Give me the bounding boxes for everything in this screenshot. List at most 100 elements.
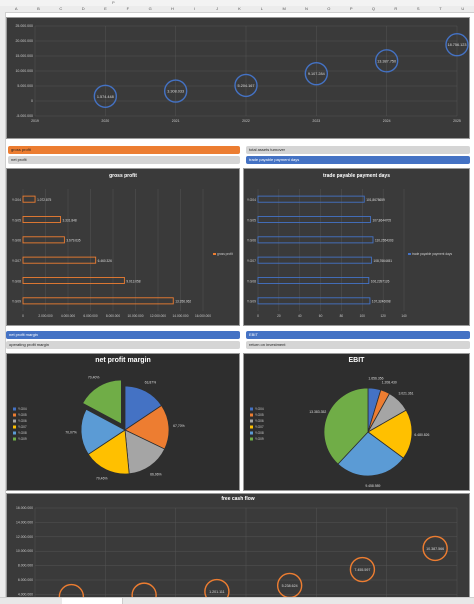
data-label: 6.480.826 (414, 433, 429, 437)
x-tick-label: 40 (298, 314, 302, 318)
bubble (349, 556, 376, 583)
data-label: 1.656.356 (368, 377, 383, 381)
column-header[interactable]: R (394, 6, 398, 11)
legend-label: Y.G08 (255, 431, 264, 435)
x-tick-label: 80 (340, 314, 344, 318)
net-profit-margin-button[interactable]: net profit margin (6, 331, 240, 339)
category-label: Y.G04 (247, 198, 256, 202)
x-tick-label: 12.000.000 (150, 314, 166, 318)
column-header[interactable]: J (216, 6, 219, 11)
column-header[interactable]: M (282, 6, 286, 11)
y-tick-label: -5.000.000 (16, 114, 33, 118)
x-tick-label: 0 (22, 314, 24, 318)
category-label: Y.G07 (12, 259, 21, 263)
bar (22, 195, 36, 203)
legend-swatch (13, 431, 16, 435)
gross-profit-svg: 0 2.000.000 4.000.000 6.000.000 8.000.000 10.… (12, 189, 233, 318)
name-box[interactable]: P (112, 0, 115, 5)
legend-label: Y.G06 (18, 419, 27, 423)
column-header[interactable]: E (104, 6, 107, 11)
x-tick-label: 6.000.000 (83, 314, 97, 318)
category-label: Y.G08 (12, 279, 21, 283)
chart-top-bubble[interactable]: 25.000.000 20.000.000 15.000.000 10.000.000… (6, 17, 470, 139)
data-label: 70,40% (88, 376, 100, 380)
y-tick-label: 25.000.000 (15, 24, 33, 28)
legend-swatch (250, 407, 253, 411)
data-label: 3.679.635 (66, 239, 80, 243)
column-header[interactable]: I (194, 6, 196, 11)
bubble (422, 535, 448, 562)
free-cash-flow-title: free cash flow (221, 496, 255, 502)
bubble (131, 582, 157, 598)
column-header[interactable]: P (349, 6, 353, 11)
legend-swatch (13, 425, 16, 429)
x-tick-label: 4.000.000 (61, 314, 75, 318)
chart-free-cash-flow[interactable]: free cash flow 16.000.000 14.000.000 12.00… (6, 493, 470, 599)
data-label: 1.201.111 (209, 590, 224, 594)
legend-label: Y.G06 (255, 419, 264, 423)
column-header[interactable]: A (14, 6, 18, 11)
data-label: 1.072.875 (37, 198, 51, 202)
sheet-tab[interactable] (62, 598, 123, 604)
column-header[interactable]: B (37, 6, 40, 11)
chart-trade-payable[interactable]: trade payable payment days 0 20 40 60 80 100 1… (243, 168, 470, 326)
y-tick-label: 0 (31, 99, 33, 103)
bubble (204, 578, 230, 598)
chart-net-profit-margin[interactable]: net profit margin 63,87% 67,70% 66,96% 70,4… (6, 353, 240, 491)
data-label: 9.458.989 (365, 484, 380, 488)
bar (257, 216, 371, 224)
column-header[interactable]: Q (371, 6, 376, 11)
row-headers (0, 12, 6, 597)
column-header[interactable]: T (439, 6, 442, 11)
y-tick-label: 16.000.000 (16, 506, 33, 510)
y-tick-label: 8.000.000 (18, 564, 33, 568)
column-header[interactable]: C (59, 6, 63, 11)
operating-profit-margin-button[interactable]: operating profit margin (6, 341, 240, 349)
pie-slice (80, 408, 126, 455)
pie-slice (124, 429, 166, 475)
gross-profit-title: gross profit (109, 173, 137, 179)
y-tick-label: 14.000.000 (16, 520, 33, 524)
bubble (374, 49, 399, 73)
column-header[interactable]: K (238, 6, 241, 11)
legend-swatch (13, 419, 16, 423)
legend-swatch (250, 437, 253, 441)
ebit-button[interactable]: EBIT (246, 331, 470, 339)
x-tick-label: 2021 (172, 119, 180, 123)
chart-gross-profit[interactable]: gross profit 0 2.000.000 4.000.000 6.000.00… (6, 168, 240, 326)
gross-profit-button[interactable]: gross profit (8, 146, 240, 154)
y-tick-label: 15.000.000 (15, 54, 33, 58)
y-tick-label: 4.000.000 (18, 592, 33, 596)
data-label: 9.107.284 (308, 72, 325, 76)
bubble-chart-svg: 25.000.000 20.000.000 15.000.000 10.000.000… (15, 24, 469, 123)
column-header[interactable]: U (461, 6, 465, 11)
data-label: 3.308.033 (167, 90, 184, 94)
sheet-tab-bar[interactable] (0, 597, 474, 604)
data-label: 13.387.750 (377, 59, 396, 63)
category-label: Y.G08 (247, 279, 256, 283)
return-on-investment-button[interactable]: return on investment (246, 341, 470, 349)
net-profit-button[interactable]: net profit (8, 156, 240, 164)
column-header[interactable]: L (260, 6, 263, 11)
column-header[interactable]: S (416, 6, 420, 11)
column-header[interactable]: O (327, 6, 331, 11)
trade-payable-button[interactable]: trade payable payment days (246, 156, 470, 164)
x-tick-label: 2.000.000 (38, 314, 52, 318)
x-tick-label: 16.000.000 (195, 314, 211, 318)
total-assets-turnover-button[interactable]: total assets turnover (246, 146, 470, 154)
x-tick-label: 8.000.000 (106, 314, 120, 318)
bubble (163, 79, 188, 103)
column-header[interactable]: F (126, 6, 130, 11)
chart-ebit[interactable]: EBIT 1.656.356 1.208.430 3.021.361 6.480.82… (243, 353, 470, 491)
column-header[interactable]: G (148, 6, 152, 11)
column-header[interactable]: D (81, 6, 85, 11)
column-header[interactable]: N (305, 6, 308, 11)
category-label: Y.G05 (12, 218, 21, 222)
column-header[interactable]: H (171, 6, 174, 11)
category-label: Y.G09 (12, 300, 21, 304)
bubble (304, 61, 329, 86)
data-label: 18.756.123 (447, 43, 466, 47)
pie-slice (337, 431, 404, 477)
y-tick-label: 5.000.000 (17, 84, 33, 88)
data-label: 7.455.597 (354, 568, 370, 572)
